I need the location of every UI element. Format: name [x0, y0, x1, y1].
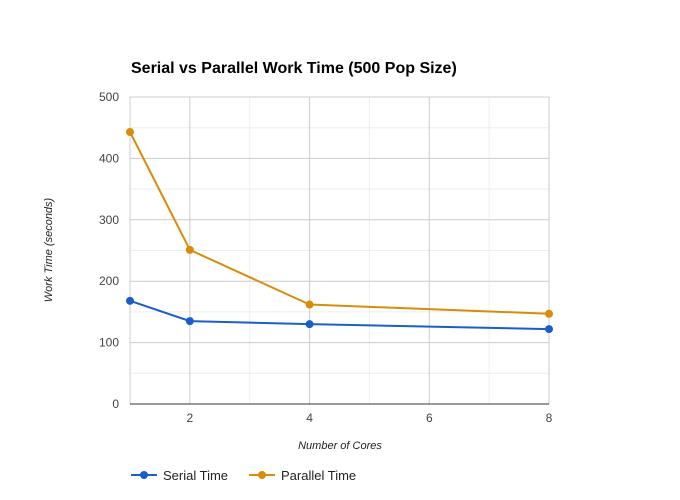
data-point: [126, 127, 134, 136]
x-tick-label: 4: [306, 411, 313, 425]
legend-marker-0: [140, 471, 148, 479]
data-point: [126, 296, 134, 305]
legend-label-1: Parallel Time: [281, 468, 356, 483]
y-tick-label: 200: [99, 274, 119, 288]
x-axis-label: Number of Cores: [298, 440, 382, 452]
series-points: [126, 127, 553, 334]
legend-label-0: Serial Time: [163, 468, 228, 483]
tick-labels: 0 100 200 300 400 500 2 4 6 8: [99, 90, 553, 425]
series-line-0: [129, 299, 550, 331]
y-axis-label: Work Time (seconds): [43, 197, 55, 302]
data-point: [305, 300, 314, 309]
legend-marker-1: [258, 471, 266, 479]
y-tick-label: 400: [99, 151, 119, 165]
data-point: [545, 309, 553, 318]
y-tick-label: 300: [99, 213, 119, 227]
data-point: [545, 325, 553, 334]
data-point: [185, 317, 194, 326]
series-line-1: [129, 131, 550, 315]
x-tick-label: 8: [546, 411, 553, 425]
y-tick-label: 100: [99, 336, 119, 350]
data-point: [305, 320, 314, 329]
x-tick-label: 6: [426, 411, 433, 425]
y-tick-label: 500: [99, 90, 119, 104]
y-tick-label: 0: [112, 397, 119, 411]
legend: Serial Time Parallel Time: [131, 468, 356, 483]
series-lines: [129, 131, 550, 331]
x-tick-label: 2: [187, 411, 194, 425]
chart-title: Serial vs Parallel Work Time (500 Pop Si…: [131, 60, 457, 77]
data-point: [185, 245, 194, 254]
